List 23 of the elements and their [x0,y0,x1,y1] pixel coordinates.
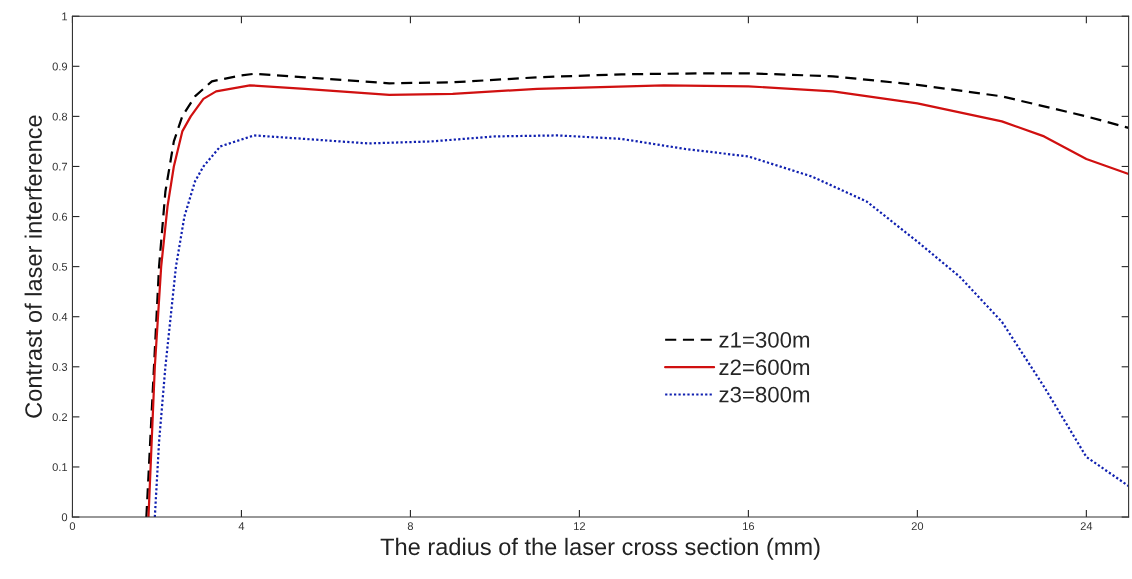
legend-label: z2=600m [719,359,810,376]
x-tick-label: 20 [911,522,924,531]
y-tick-label: 0.1 [52,463,68,472]
y-tick-label: 0.2 [52,413,68,422]
y-tick-label: 0.8 [52,112,68,121]
x-tick-label: 24 [1080,522,1093,530]
y-tick-label: 0.4 [52,312,68,321]
y-tick-label: 0.7 [52,162,68,171]
y-tick-label: 0.5 [52,262,68,271]
x-tick-label: 8 [407,522,414,531]
y-tick-label: 0.6 [52,212,68,221]
x-tick-label: 4 [238,522,245,530]
y-tick-label: 0 [61,513,68,522]
y-tick-label: 1 [62,12,68,21]
x-tick-label: 0 [69,522,76,531]
x-axis-title: The radius of the laser cross section (mm) [380,537,820,560]
y-axis-title: Contrast of laser interference [24,115,42,418]
legend-label: z1=300m [719,332,810,348]
legend-label: z3=800m [719,386,810,403]
y-tick-label: 0.9 [52,62,68,71]
y-tick-label: 0.3 [52,363,68,371]
x-tick-label: 16 [743,522,755,531]
x-tick-label: 12 [574,522,586,530]
